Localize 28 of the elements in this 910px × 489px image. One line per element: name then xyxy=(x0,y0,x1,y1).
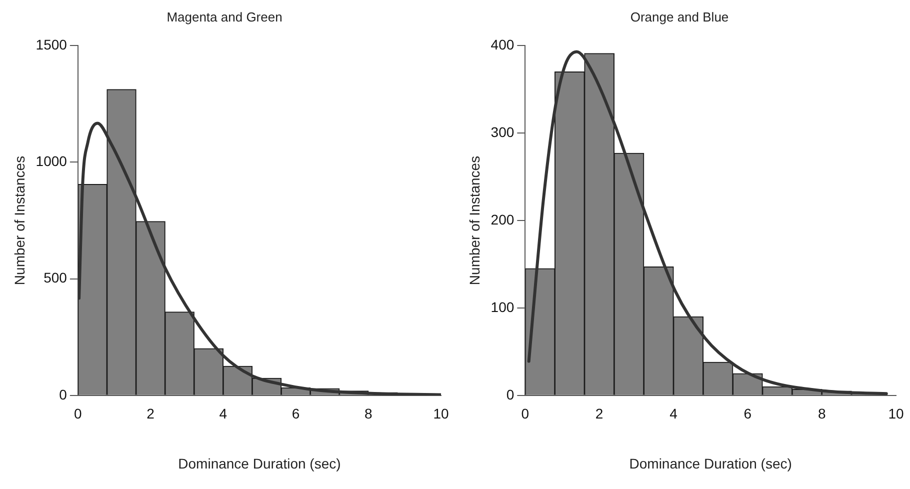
x-tick-label: 2 xyxy=(595,406,604,422)
line-series xyxy=(527,50,888,396)
x-tick-label: 6 xyxy=(292,406,300,422)
x-tick-label: 10 xyxy=(888,406,904,422)
chart-title: Magenta and Green xyxy=(166,9,282,24)
y-axis-title: Number of Instances xyxy=(466,156,482,286)
y-tick-label: 200 xyxy=(490,211,514,228)
x-tick-label: 4 xyxy=(670,406,678,422)
x-tick-label: 8 xyxy=(818,406,826,422)
y-tick-label: 100 xyxy=(490,298,514,315)
y-tick-label: 1500 xyxy=(36,36,68,52)
x-tick-label: 6 xyxy=(744,406,752,422)
x-axis-title: Dominance Duration (sec) xyxy=(178,455,341,472)
x-tick-label: 8 xyxy=(364,406,372,422)
x-axis-title: Dominance Duration (sec) xyxy=(629,455,792,472)
x-tick-label: 2 xyxy=(146,406,155,422)
y-tick-label: 0 xyxy=(506,386,514,402)
y-tick-label: 500 xyxy=(44,270,68,286)
x-tick-label: 10 xyxy=(433,406,449,422)
x-tick-label: 0 xyxy=(74,406,82,422)
y-tick-label: 0 xyxy=(59,386,68,402)
y-tick-label: 1000 xyxy=(36,153,68,170)
y-axis-title: Number of Instances xyxy=(11,156,28,286)
y-tick-label: 400 xyxy=(490,36,514,52)
y-tick-label: 300 xyxy=(490,124,514,140)
x-tick-label: 4 xyxy=(219,406,228,422)
x-tick-label: 0 xyxy=(521,406,530,422)
chart-title: Orange and Blue xyxy=(630,9,729,24)
